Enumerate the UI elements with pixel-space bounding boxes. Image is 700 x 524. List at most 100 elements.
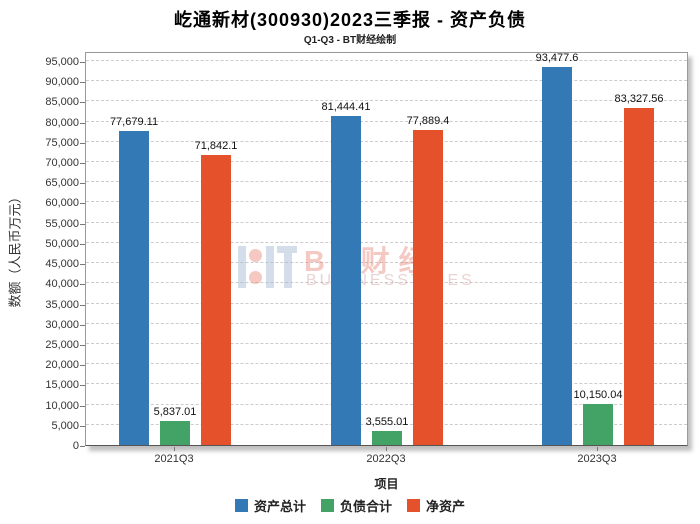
legend-item-净资产: 净资产 <box>407 496 465 515</box>
legend-item-负债合计: 负债合计 <box>320 496 392 515</box>
y-tick-label: 90,000 <box>45 76 79 89</box>
y-tick-label: 55,000 <box>45 217 79 230</box>
y-tick-mark <box>80 243 85 245</box>
bt-logo-icon <box>236 240 298 292</box>
y-tick-mark <box>80 183 85 185</box>
y-tick-label: 15,000 <box>45 379 79 392</box>
legend-label: 负债合计 <box>339 499 392 514</box>
bar-value-label: 77,679.11 <box>109 116 159 129</box>
bar-负债合计-2023Q3 <box>583 403 613 445</box>
x-tick-label-2022Q3: 2022Q3 <box>366 453 406 465</box>
gridline <box>86 322 687 324</box>
gridline <box>86 60 687 61</box>
bar-group-2021Q3: 77,679.11 5,837.01 71,842.1 <box>110 53 237 445</box>
y-tick-label: 10,000 <box>45 399 79 412</box>
y-tick-label: 25,000 <box>45 338 79 351</box>
chart-subtitle: Q1-Q3 - BT财经绘制 <box>303 35 397 46</box>
y-tick-mark <box>80 264 85 266</box>
y-tick-mark <box>80 385 85 387</box>
y-tick-label: 85,000 <box>45 96 79 109</box>
gridline <box>86 423 687 425</box>
bar-净资产-2023Q3 <box>624 108 654 445</box>
y-tick-label: 45,000 <box>45 258 79 271</box>
bar-group-2023Q3: 93,477.6 10,150.04 83,327.56 <box>536 52 663 445</box>
y-tick-mark <box>80 405 85 407</box>
gridline <box>86 140 687 142</box>
y-tick-label: 35,000 <box>45 298 79 311</box>
y-tick-label: 0 <box>72 440 79 452</box>
x-axis-title: 项目 <box>374 477 399 491</box>
gridline <box>86 383 687 385</box>
gridline <box>86 80 687 82</box>
y-tick-mark <box>80 344 85 346</box>
bar-value-label: 5,837.01 <box>153 406 197 419</box>
bar-value-label: 10,150.04 <box>573 388 623 401</box>
y-tick-mark <box>80 142 85 144</box>
y-tick-mark <box>80 365 85 367</box>
gridline <box>86 282 687 284</box>
y-tick-label: 30,000 <box>45 318 79 331</box>
gridline <box>86 342 687 344</box>
legend: 资产总计 负债合计 净资产 <box>0 496 700 515</box>
legend-label: 资产总计 <box>253 499 306 514</box>
y-tick-label: 75,000 <box>45 136 79 149</box>
bar-value-label: 81,444.41 <box>321 100 371 113</box>
bar-净资产-2022Q3 <box>413 130 443 445</box>
x-tick-mark <box>174 447 175 451</box>
gridline <box>86 100 687 102</box>
bar-净资产-2021Q3 <box>201 154 231 445</box>
y-tick-mark <box>80 223 85 225</box>
y-tick-mark <box>80 324 85 326</box>
bar-value-label: 3,555.01 <box>365 415 409 428</box>
y-tick-label: 80,000 <box>45 116 79 129</box>
x-tick-label-2021Q3: 2021Q3 <box>154 453 194 465</box>
bar-value-label: 77,889.4 <box>406 115 450 128</box>
y-tick-mark <box>80 62 85 63</box>
y-tick-mark <box>80 304 85 306</box>
legend-swatch-icon <box>234 499 248 512</box>
gridline <box>86 302 687 304</box>
y-tick-mark <box>80 82 85 84</box>
bar-value-label: 93,477.6 <box>535 52 579 65</box>
legend-label: 净资产 <box>426 499 466 514</box>
x-tick-mark <box>597 447 598 451</box>
bar-资产总计-2023Q3 <box>542 67 572 445</box>
bar-资产总计-2022Q3 <box>331 115 361 445</box>
y-tick-label: 40,000 <box>45 278 79 291</box>
bar-value-label: 83,327.56 <box>614 93 664 106</box>
y-tick-mark <box>80 102 85 104</box>
bar-负债合计-2021Q3 <box>160 421 190 445</box>
legend-swatch-icon <box>407 499 420 512</box>
y-tick-label: 50,000 <box>45 237 79 250</box>
gridline <box>86 221 687 223</box>
bar-value-label: 71,842.1 <box>194 139 238 152</box>
gridline <box>86 262 687 264</box>
legend-item-资产总计: 资产总计 <box>234 496 306 515</box>
y-tick-label: 65,000 <box>45 177 79 190</box>
gridline <box>86 161 687 163</box>
gridline <box>86 120 687 122</box>
x-tick-mark <box>386 447 387 451</box>
gridline <box>86 201 687 203</box>
y-tick-mark <box>80 446 85 447</box>
y-tick-mark <box>80 122 85 124</box>
plot-area: BT财经 BUSINESSTIMES 77,679.11 5,837.01 71,8… <box>85 52 688 446</box>
bar-资产总计-2021Q3 <box>119 131 149 445</box>
bar-group-2022Q3: 81,444.41 3,555.01 77,889.4 <box>322 53 449 445</box>
y-tick-mark <box>80 163 85 165</box>
gridline <box>86 403 687 405</box>
gridline <box>86 241 687 243</box>
y-tick-label: 95,000 <box>45 56 79 68</box>
chart-title: 屹通新材(300930)2023三季报 - 资产负债 <box>173 10 527 30</box>
gridline <box>86 363 687 365</box>
gridline <box>86 181 687 183</box>
y-tick-mark <box>80 284 85 286</box>
y-tick-label: 60,000 <box>45 197 79 210</box>
y-tick-label: 70,000 <box>45 157 79 170</box>
y-tick-label: 5,000 <box>51 419 79 432</box>
y-tick-label: 20,000 <box>45 359 79 372</box>
y-tick-mark <box>80 425 85 427</box>
x-tick-label-2023Q3: 2023Q3 <box>577 453 617 465</box>
y-tick-mark <box>80 203 85 205</box>
